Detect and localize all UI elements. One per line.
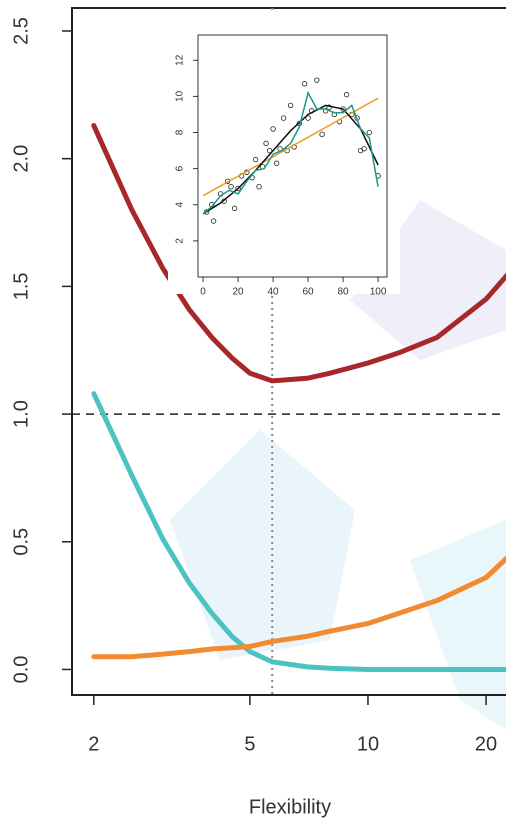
y-tick-label: 2 — [175, 238, 186, 244]
y-tick-label: 1.5 — [10, 272, 32, 300]
x-tick-label: 20 — [475, 733, 497, 755]
y-tick-label: 0.0 — [10, 656, 32, 684]
y-tick-label: 1.0 — [10, 400, 32, 428]
curve — [91, 555, 506, 660]
point — [305, 115, 311, 121]
x-tick-label: 20 — [233, 287, 245, 298]
y-tick-label: 12 — [175, 54, 186, 66]
x-tick-label: 100 — [370, 287, 387, 298]
point — [287, 102, 294, 109]
y-tick-label: 8 — [175, 129, 186, 135]
x-tick-label: 10 — [357, 733, 379, 755]
y-tick-label: 6 — [175, 165, 186, 171]
point — [343, 91, 350, 98]
point — [228, 184, 234, 190]
x-tick-label: 80 — [338, 287, 350, 298]
point — [270, 126, 276, 132]
point — [252, 156, 259, 163]
watermark — [170, 200, 506, 730]
point — [301, 81, 308, 87]
x-tick-label: 5 — [244, 733, 255, 755]
point — [280, 115, 287, 121]
point — [314, 77, 320, 83]
point — [256, 184, 262, 190]
fit-line — [202, 97, 379, 197]
inset-panel — [168, 12, 400, 294]
point — [235, 185, 241, 192]
x-tick-label: 40 — [268, 287, 280, 298]
axis-frame — [71, 7, 506, 696]
fit-line — [202, 104, 379, 215]
point — [366, 129, 373, 136]
point — [263, 140, 269, 147]
x-tick-label: 0 — [200, 287, 206, 298]
x-tick-label: 2 — [88, 733, 99, 755]
y-tick-label: 2.0 — [10, 145, 32, 173]
point — [231, 205, 238, 212]
inset-frame — [197, 34, 388, 278]
point — [273, 160, 280, 166]
point — [319, 131, 325, 138]
y-tick-label: 0.5 — [10, 528, 32, 556]
point — [361, 146, 367, 152]
point — [210, 218, 217, 224]
point — [266, 147, 273, 154]
y-tick-label: 4 — [175, 202, 186, 208]
x-tick-label: 60 — [303, 287, 315, 298]
fit-line — [202, 90, 379, 215]
y-tick-label: 2.5 — [10, 17, 32, 45]
y-tick-label: 10 — [175, 90, 186, 102]
x-axis-label: Flexibility — [249, 796, 331, 818]
curve — [91, 123, 506, 384]
curve — [91, 391, 506, 672]
